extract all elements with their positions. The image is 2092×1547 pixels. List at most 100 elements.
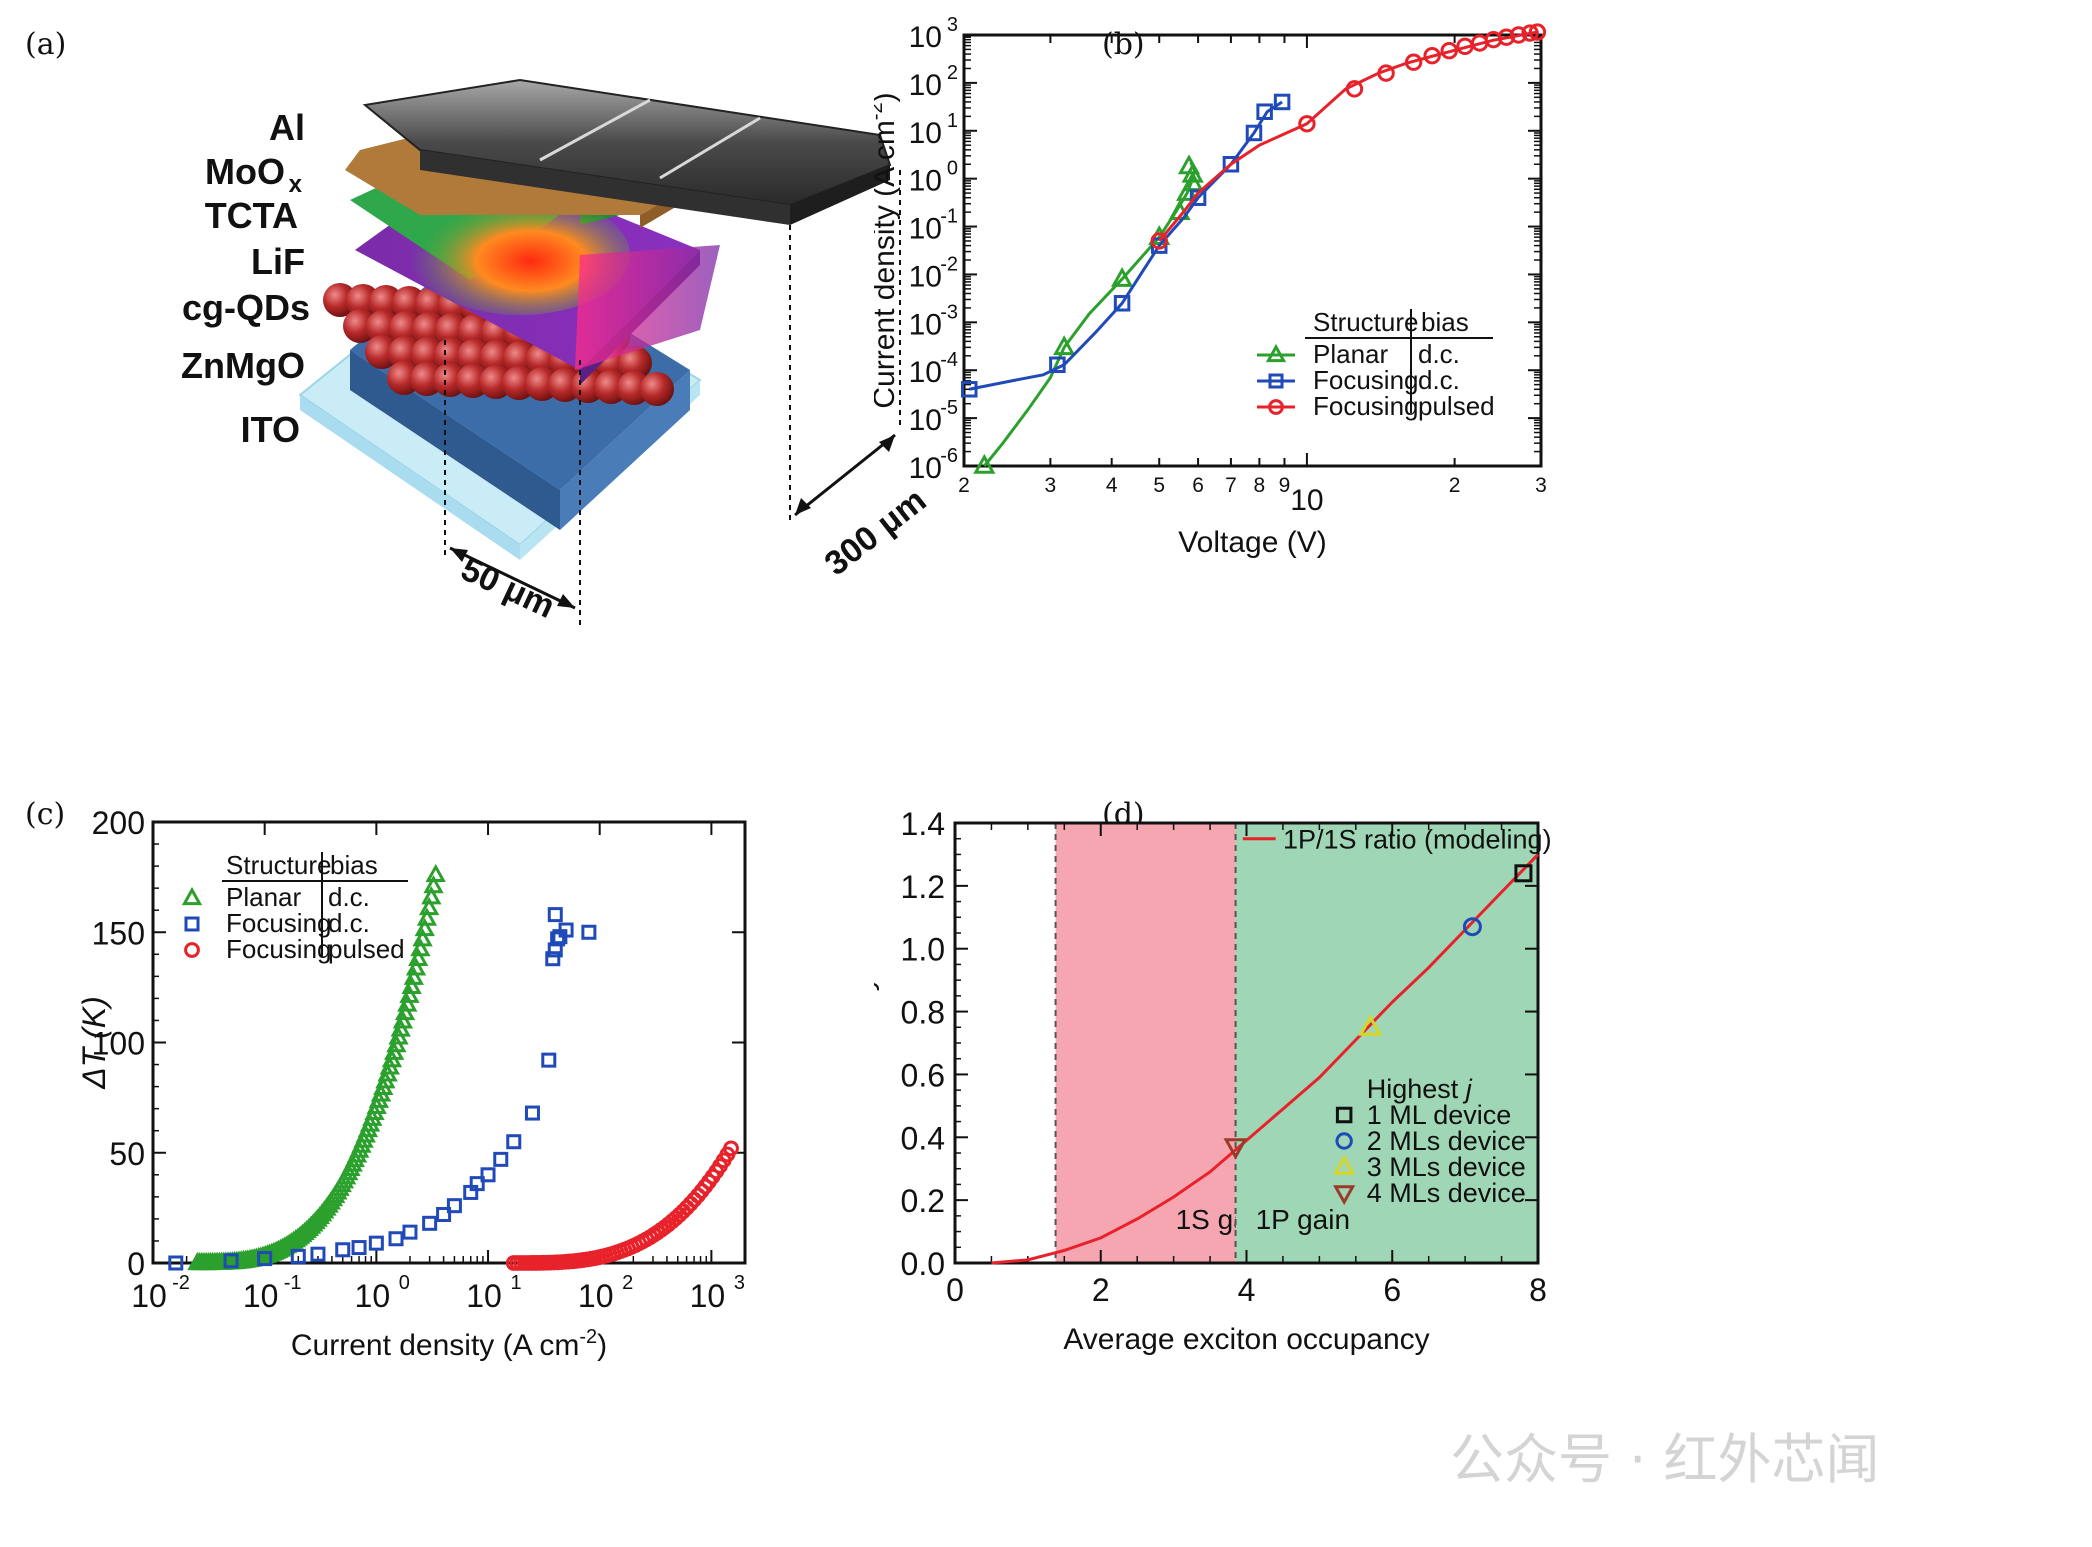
- x-tick-label: 4: [1106, 474, 1118, 497]
- shaded-region: [1235, 823, 1538, 1263]
- x-tick-label: 10: [355, 1278, 391, 1314]
- legend-entry: 1 ML device: [1367, 1100, 1512, 1130]
- legend-entry: Focusing: [226, 934, 332, 964]
- x-tick-label: 10: [1290, 484, 1323, 517]
- data-point: [392, 1010, 414, 1029]
- data-point: [1404, 53, 1423, 71]
- data-point: [168, 1255, 184, 1271]
- data-point: [397, 993, 418, 1012]
- data-point: [1053, 335, 1076, 356]
- legend-entry: 4 MLs device: [1367, 1178, 1526, 1208]
- legend-swatch-marker: [1268, 373, 1284, 389]
- y-tick-label: 0.2: [901, 1183, 945, 1219]
- layer-label-al: Al: [269, 107, 305, 148]
- y-tick-exponent: -6: [940, 445, 958, 467]
- data-point: [469, 1176, 485, 1192]
- data-point: [1177, 154, 1201, 175]
- data-point: [418, 897, 440, 916]
- legend-entry: Planar: [1313, 339, 1388, 369]
- series-line: [1158, 30, 1538, 242]
- y-tick-exponent: 0: [947, 158, 958, 180]
- y-tick-exponent: -2: [940, 253, 958, 275]
- data-point: [412, 928, 433, 947]
- y-tick-exponent: -4: [940, 349, 958, 371]
- data-point: [1223, 1138, 1248, 1160]
- panel-label-a: (a): [25, 27, 66, 62]
- legend-swatch-marker: [1265, 343, 1287, 363]
- data-point: [290, 1248, 306, 1264]
- series-1: [168, 907, 597, 1271]
- legend-swatch-marker: [181, 886, 203, 906]
- y-tick-exponent: 2: [947, 62, 958, 84]
- data-point: [545, 951, 561, 967]
- data-point: [1049, 356, 1066, 374]
- series-line: [968, 100, 1283, 391]
- data-point: [1113, 295, 1131, 312]
- data-point: [410, 938, 431, 957]
- data-point: [1245, 124, 1263, 142]
- x-tick-exponent: -1: [284, 1272, 302, 1294]
- y-tick-label: 10: [909, 308, 942, 341]
- legend-entry: Focusing: [226, 908, 332, 938]
- x-tick-label: 10: [690, 1278, 726, 1314]
- data-point: [550, 931, 566, 947]
- data-point: [480, 1167, 496, 1183]
- data-point: [1189, 189, 1207, 206]
- data-point: [257, 1251, 273, 1267]
- dim-50um: 50 μm: [455, 550, 560, 626]
- emission-glow: [410, 195, 630, 315]
- data-point: [436, 1206, 452, 1222]
- data-point: [1514, 864, 1533, 883]
- y-tick-label: 1.0: [901, 932, 945, 968]
- layer-label-moox-sub: x: [289, 171, 303, 198]
- data-point: [421, 886, 442, 905]
- x-axis-label: Voltage (V): [1178, 526, 1326, 559]
- y-tick-label: 10: [909, 165, 942, 198]
- data-point: [506, 1134, 522, 1150]
- x-tick-label: 3: [1045, 474, 1057, 497]
- model-curve: [991, 853, 1540, 1265]
- legend-entry-bias: d.c.: [328, 908, 370, 938]
- panel-label-c: (c): [25, 797, 65, 832]
- x-tick-label: 10: [466, 1278, 502, 1314]
- y-tick-label: 1.2: [901, 869, 945, 905]
- data-point: [1110, 267, 1134, 287]
- data-point: [388, 1231, 404, 1247]
- data-point: [1377, 64, 1395, 82]
- chart-b: 10-610-510-410-310-210-110 010 110 210 32 3 4 5…: [874, 14, 1547, 559]
- y-tick-label: 1.4: [901, 806, 945, 842]
- y-tick-label: 200: [92, 805, 145, 841]
- x-tick-label: 8: [1529, 1272, 1547, 1308]
- legend-swatch-marker: [184, 942, 200, 958]
- layer-label-cgqds: cg-QDs: [182, 287, 310, 328]
- legend-title: Highest j: [1367, 1074, 1473, 1104]
- y-tick-label: 10: [909, 356, 942, 389]
- legend-swatch-marker: [1335, 1132, 1353, 1150]
- data-point: [723, 1140, 739, 1157]
- qd-sphere: [618, 346, 652, 380]
- data-point: [1298, 115, 1316, 133]
- data-point: [547, 907, 563, 923]
- data-point: [1358, 1014, 1383, 1036]
- layer-label-ito: ITO: [241, 409, 300, 450]
- y-tick-exponent: -5: [940, 397, 958, 419]
- data-point: [558, 922, 574, 938]
- data-point: [581, 924, 597, 940]
- legend-entry-bias: pulsed: [1418, 391, 1495, 421]
- series-0: [973, 154, 1204, 474]
- legend-header: Structure: [226, 850, 332, 880]
- legend-swatch-marker: [1333, 1154, 1356, 1175]
- data-point: [1521, 24, 1539, 42]
- x-tick-label: 0: [946, 1272, 964, 1308]
- qd-sphere: [640, 372, 674, 406]
- x-tick-label: 3: [1535, 474, 1547, 497]
- series-line: [983, 161, 1197, 467]
- panel-label-b: (b): [1102, 27, 1145, 62]
- data-point: [368, 1235, 384, 1251]
